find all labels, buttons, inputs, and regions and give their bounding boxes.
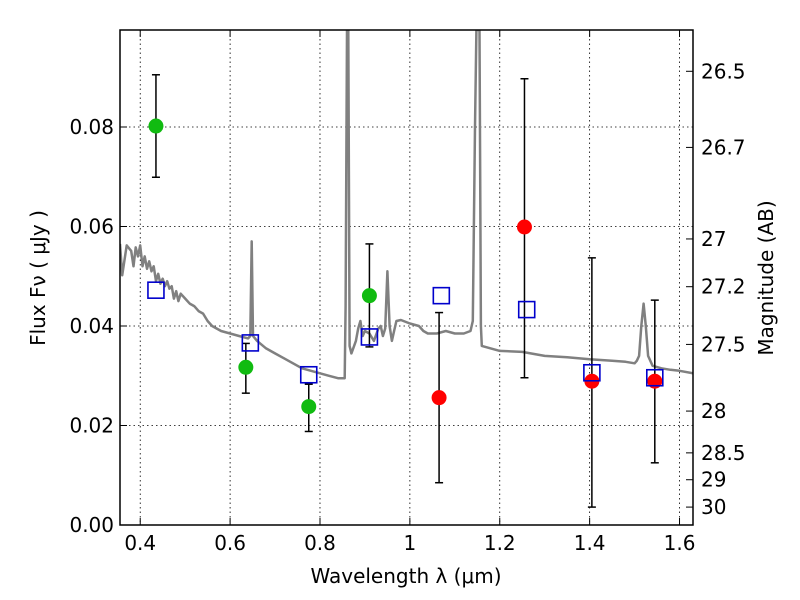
- plot-frame: [119, 29, 694, 526]
- right-tick-label: 26.7: [701, 135, 746, 159]
- green-data-point: [148, 118, 164, 134]
- marker-layer: [147, 118, 664, 415]
- x-tick-label: 1.6: [664, 531, 696, 555]
- y-tick-label: 0.08: [69, 115, 114, 139]
- right-tick-label: 28.5: [701, 441, 746, 465]
- right-tick-label: 28: [701, 399, 726, 423]
- errorbar-layer: [151, 74, 659, 508]
- right-tick-label: 30: [701, 495, 726, 519]
- right-tick-label: 26.5: [701, 59, 746, 83]
- red-data-point: [431, 390, 447, 406]
- model-flux-square: [147, 281, 165, 299]
- x-tick-label: 0.8: [304, 531, 336, 555]
- x-tick-label: 1: [404, 531, 417, 555]
- y-tick-label: 0.00: [69, 513, 114, 537]
- x-tick-label: 0.6: [214, 531, 246, 555]
- x-tick-label: 1.4: [574, 531, 606, 555]
- model-flux-square: [241, 334, 260, 352]
- right-tick-label: 27.2: [701, 275, 746, 299]
- model-flux-square: [583, 363, 601, 382]
- green-data-point: [361, 288, 377, 304]
- y-axis-label: Flux Fν ( μJy ): [26, 210, 50, 346]
- model-flux-square: [432, 286, 451, 305]
- y-tick-label: 0.06: [69, 215, 114, 239]
- right-tick-label: 29: [701, 468, 726, 492]
- right-axis-label: Magnitude (AB): [754, 200, 778, 355]
- model-flux-square: [645, 368, 664, 387]
- axis-ticks: 0.4 0.6 0.8 1 1.2 1.4 1.6 0.00 0.02 0.04 0.06 0.08 2…: [69, 30, 746, 555]
- x-tick-label: 1.2: [484, 531, 516, 555]
- y-tick-label: 0.04: [69, 314, 114, 338]
- model-flux-square: [360, 328, 379, 346]
- sed-model-curve: [120, 30, 693, 380]
- grid: [120, 30, 693, 526]
- model-flux-square: [517, 300, 536, 319]
- model-flux-square: [299, 365, 318, 384]
- sed-curve-layer: [120, 30, 693, 380]
- x-tick-label: 0.4: [124, 531, 156, 555]
- green-data-point: [301, 399, 317, 415]
- green-data-point: [238, 359, 254, 375]
- right-tick-label: 27.5: [701, 332, 746, 356]
- x-axis-label: Wavelength λ (μm): [310, 564, 501, 588]
- red-data-point: [516, 219, 532, 235]
- y-tick-label: 0.02: [69, 414, 114, 438]
- red-data-point: [647, 373, 663, 389]
- right-tick-label: 27: [701, 227, 726, 251]
